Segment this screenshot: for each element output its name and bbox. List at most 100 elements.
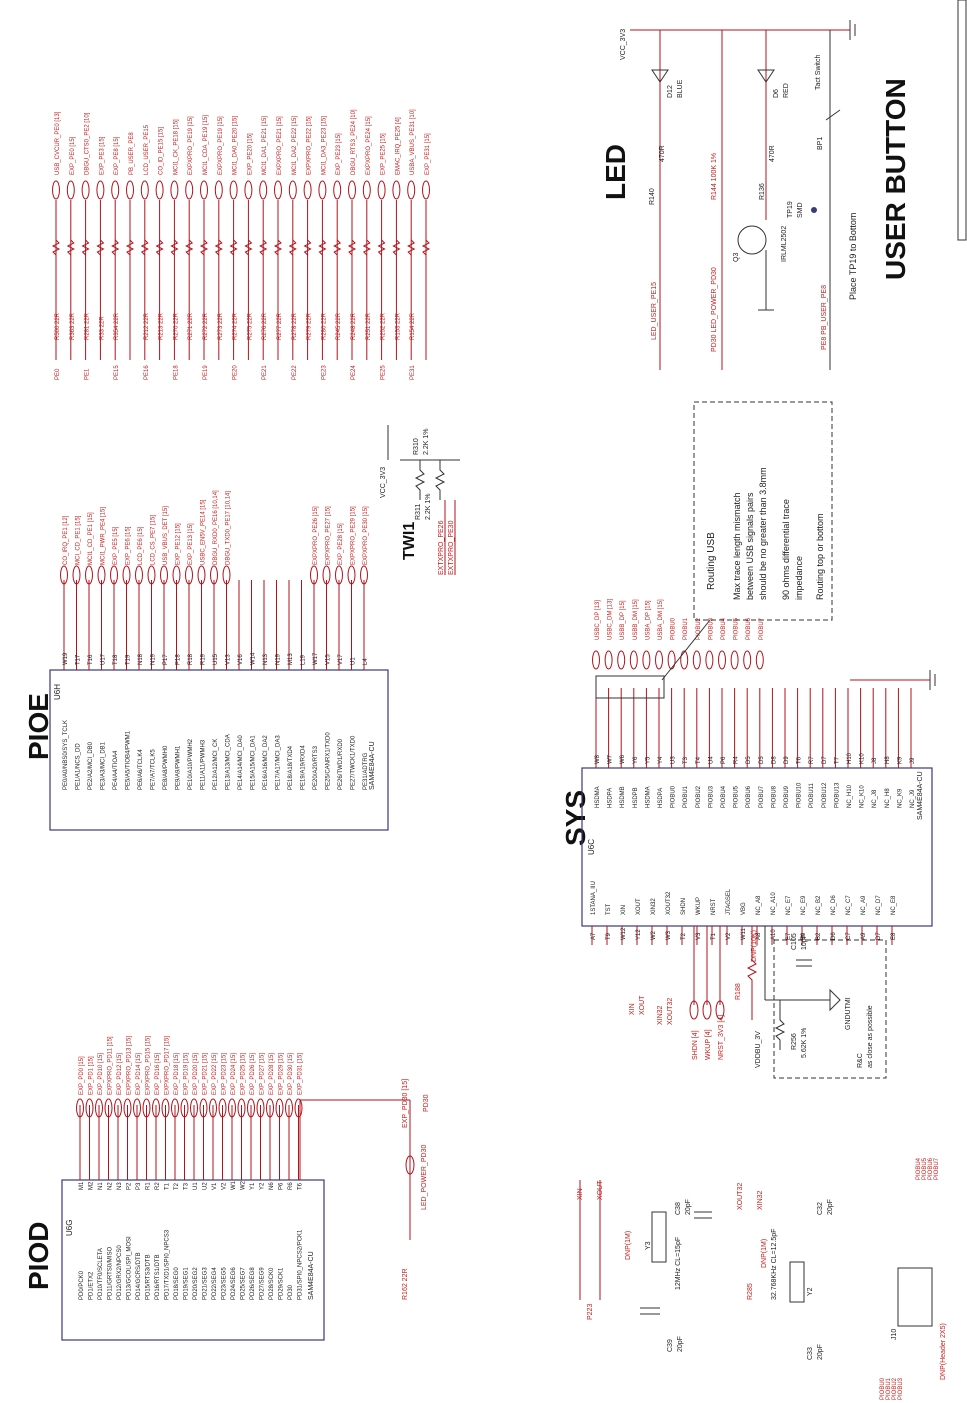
j10-ref: J10 (891, 1329, 898, 1340)
pioe-pin-name: PE2/A2/MCI_DB0 (88, 741, 94, 790)
sys-right-pin-number: R4 (734, 756, 740, 764)
sys-left-pin-number: W11 (741, 927, 747, 940)
y2-ref: Y2 (807, 1287, 814, 1296)
pioe-right-net: EXP_PE0 [15] (70, 136, 76, 175)
p223: P223 (587, 1304, 594, 1320)
pioe-pin-number: W14 (251, 652, 257, 665)
piod-pin-name: PD16/RTS1/DTB (155, 1254, 161, 1300)
sys-left-pin-name: XIN32 (651, 898, 657, 915)
sys-net-xin: XIN (629, 1003, 636, 1015)
sys-right-pin-name: NC_H8 (885, 788, 891, 808)
r310-val: 2.2K 1% (423, 429, 430, 455)
pioe-pin-number: R18 (188, 653, 194, 665)
sys-right-pin-net: PIOBU5 (734, 617, 740, 640)
twi1-pullups: VCC_3V3 R311 2.2K 1% R310 2.2K 1% EXTXPR… (380, 425, 460, 575)
j10-net: PIOBU3 (898, 1377, 904, 1400)
pioe-right-resistor: R251 22R (366, 312, 372, 340)
pioe-pin-name: PE0/A0/NBS0/SYS_TCLK (63, 720, 69, 790)
pioe-right-resistor: R276 22R (262, 312, 268, 340)
sys-right-pin-name: PIOBU2 (696, 785, 702, 808)
sys-right-pin-number: D5 (746, 756, 752, 764)
pioe-pin-number: U15 (213, 653, 219, 665)
pioe-pin-number: W19 (63, 652, 69, 665)
led-vcc: VCC_3V3 (620, 29, 627, 60)
pioe-right-net: EXPXPRO_PE19 [15] (188, 116, 194, 175)
u6g-ref: U6G (65, 1220, 74, 1236)
pioe-pin-net: EXP_PE13 [15] (188, 523, 194, 565)
pioe-right-resistor: R354 22R (114, 312, 120, 340)
section-title-piod: PIOD (23, 1222, 54, 1290)
c105-ref: C105 (791, 933, 798, 950)
piod-pin-net: EXP_PD25 [15] (241, 1053, 247, 1095)
pioe-right-resistor: R278 22R (292, 312, 298, 340)
piod-pin-net: EXP_PD19 [15] (184, 1053, 190, 1095)
piod-pin-net: EXP_PD10 [15] (98, 1053, 104, 1095)
sys-left-pin-number: W3 (666, 930, 672, 940)
section-title-user-button: USER BUTTON (880, 78, 911, 280)
led-section: VCC_3V3 D12 BLUE R140 470R LED_USER_PE15… (620, 20, 858, 370)
piod-pd30-net: PD30 (423, 1094, 430, 1112)
sys-right-pin-net: USBC_DM [13] (608, 599, 614, 640)
pioe-right-resistor: R500 22R (55, 312, 61, 340)
pioe-right-resistor: R248 22R (351, 312, 357, 340)
sys-right-pin-number: U3 (671, 756, 677, 764)
piod-pin-net: EXPXPRO_PD13 [15] (127, 1036, 133, 1095)
piod-pin-net: EXP_PD0 [15] (79, 1056, 85, 1095)
pioe-pin-net: MCI_CD_PE1 [15] (76, 515, 82, 565)
pioe-right-resistor: R281 22R (85, 312, 91, 340)
sys-left-pin-name: XOUT (636, 898, 642, 915)
pioe-pin-name: PE13/A13/MCI_CDA (226, 734, 232, 790)
j10-net: PIOBU2 (892, 1377, 898, 1400)
sys-note2: as close as possible (867, 1005, 874, 1068)
sys-left-pin-number: Y12 (636, 929, 642, 940)
pioe-pin-name: PE8/A8/PWMH0 (163, 745, 169, 790)
piod-pin-net: EXP_PD23 [15] (222, 1053, 228, 1095)
sys-right-pin-name: PIOBU1 (683, 785, 689, 808)
pioe-right-net: EXPXPRO_PE22 [15] (307, 116, 313, 175)
sys-right-pin-number: Y5 (645, 756, 651, 764)
sys-left-pin-number: E8 (891, 932, 897, 940)
sys-right-pin-name: NC_K10 (860, 785, 866, 808)
pioe-pin-net: MCI1_CD_PE1 [15] (88, 512, 94, 565)
piod-pin-name: PD21/SEG3 (203, 1267, 209, 1300)
bp1-desc: Tact Switch (815, 54, 822, 90)
pioe-left-net: PE20 (233, 365, 239, 380)
y2-desc: 32.768KHz CL=12.5pF (771, 1229, 778, 1300)
pioe-left-net: PE22 (292, 365, 298, 380)
piod-pin-net: EXPXPRO_PD17 [15] (165, 1036, 171, 1095)
y3-dnp: DNP(1M) (625, 1231, 632, 1260)
sys-left-pin-number: T1 (711, 932, 717, 940)
pioe-pin-net: EXP_PE5 [15] (113, 526, 119, 565)
sys-right-pin-number: D8 (771, 756, 777, 764)
sys-right-pin-name: HSDMB (620, 786, 626, 808)
j10-net: PIOBU5 (922, 1157, 928, 1180)
piod-pin-net: EXP_PD28 [15] (269, 1053, 275, 1095)
twi-pe26: EXTXPRO_PE26 (438, 520, 445, 575)
pioe-pin-name: PE14/A14/MCI_DA0 (238, 735, 244, 790)
sys-vddbu: VDDBU_3V (755, 1031, 762, 1068)
piod-pin-name: PD30 (288, 1284, 294, 1300)
sys-right-pin-net: PIOBU4 (721, 617, 727, 640)
sys-left-pin-name: NC_D7 (876, 895, 882, 915)
sys-right-pin-number: Y6 (633, 756, 639, 764)
routing-usb-note: Routing USB Max trace length mismatch bet… (595, 401, 833, 699)
pioe-pin-name: PE11/A11/PWMH3 (201, 739, 207, 790)
pioe-left-net: PE0 (55, 368, 61, 380)
y2-xout32: XOUT32 (737, 1183, 744, 1210)
sys-left-pin-number: E7 (786, 932, 792, 940)
sys-right-pin-name: PIOBU10 (797, 782, 803, 808)
sys-right-pin-name: NC_K9 (897, 788, 903, 808)
piod-pin-number: R2 (155, 1182, 161, 1190)
pioe-right-net: DBGU_CTS0_PE2 [10] (85, 112, 91, 175)
piod-pin-name: PD10/TF0/SCLETA (98, 1248, 104, 1300)
piod-pin-name: PD11/GRTS0/MISO (108, 1247, 114, 1300)
sys-left-pin-number: D7 (876, 932, 882, 940)
pioe-right-resistor: R245 22R (336, 312, 342, 340)
piod-pin-name: PD13/GCOL/SPI_MOSI (127, 1236, 133, 1300)
pioe-pin-name: PE16/A16/MCI_DA2 (263, 735, 269, 790)
sys-left-pin-number: D6 (831, 932, 837, 940)
sys-right-pin-number: W6 (620, 754, 626, 764)
c32-ref: C32 (817, 1202, 824, 1215)
piod-pin-net: EXP_PD16 [15] (155, 1053, 161, 1095)
pioe-right-net: EXP_PE20 [15] (247, 133, 253, 175)
